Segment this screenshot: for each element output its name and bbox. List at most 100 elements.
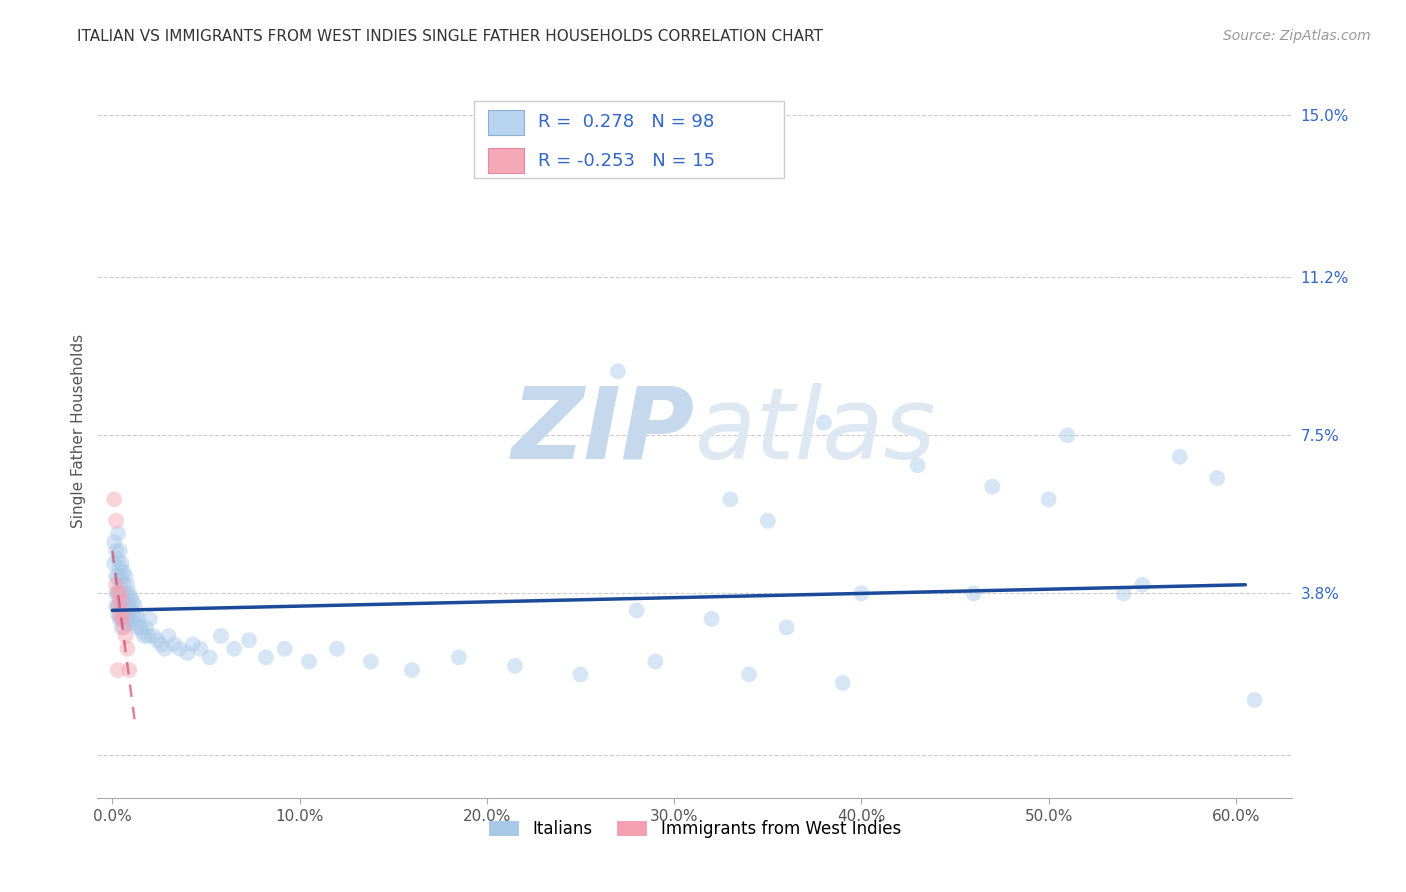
Text: ITALIAN VS IMMIGRANTS FROM WEST INDIES SINGLE FATHER HOUSEHOLDS CORRELATION CHAR: ITALIAN VS IMMIGRANTS FROM WEST INDIES S… <box>77 29 823 44</box>
Point <box>157 629 180 643</box>
Point <box>238 633 260 648</box>
Point <box>1130 578 1153 592</box>
Y-axis label: Single Father Households: Single Father Households <box>72 334 86 528</box>
Point <box>111 612 134 626</box>
Point <box>107 663 129 677</box>
Point <box>176 646 198 660</box>
Point <box>135 620 157 634</box>
Point <box>146 633 169 648</box>
Point <box>111 612 134 626</box>
Point <box>107 526 129 541</box>
Point <box>273 641 295 656</box>
Point <box>112 565 135 579</box>
Point <box>644 655 666 669</box>
Point <box>128 612 150 626</box>
Point <box>129 620 152 634</box>
Point <box>103 557 125 571</box>
Point <box>108 578 131 592</box>
Point <box>163 638 186 652</box>
Point <box>108 586 131 600</box>
Point <box>401 663 423 677</box>
Point <box>108 543 131 558</box>
Point <box>142 629 165 643</box>
Point <box>831 676 853 690</box>
Point <box>111 620 134 634</box>
Point <box>738 667 761 681</box>
Point <box>326 641 349 656</box>
Point <box>118 599 141 613</box>
Point <box>118 663 141 677</box>
Point <box>360 655 382 669</box>
Point <box>209 629 232 643</box>
FancyBboxPatch shape <box>474 101 785 178</box>
Point <box>120 591 142 605</box>
Point <box>107 586 129 600</box>
Point <box>120 603 142 617</box>
Point <box>981 479 1004 493</box>
Point <box>108 612 131 626</box>
Point <box>111 557 134 571</box>
Point <box>775 620 797 634</box>
Point <box>1038 492 1060 507</box>
Point <box>112 578 135 592</box>
Point <box>188 641 211 656</box>
FancyBboxPatch shape <box>488 110 524 135</box>
Point <box>111 569 134 583</box>
Point <box>111 595 134 609</box>
Point <box>134 629 156 643</box>
Point <box>117 603 139 617</box>
Point <box>103 535 125 549</box>
Text: R = -0.253   N = 15: R = -0.253 N = 15 <box>538 152 716 169</box>
Point <box>105 578 128 592</box>
Point <box>105 569 128 583</box>
Point <box>114 569 136 583</box>
Point <box>136 629 159 643</box>
Point <box>105 586 128 600</box>
Point <box>813 416 835 430</box>
Point <box>851 586 873 600</box>
Text: ZIP: ZIP <box>512 383 695 480</box>
Point <box>122 607 145 622</box>
Point <box>1056 428 1078 442</box>
Point <box>112 595 135 609</box>
Point <box>120 616 142 631</box>
Point <box>112 607 135 622</box>
Point <box>117 591 139 605</box>
Point <box>108 595 131 609</box>
Point <box>963 586 986 600</box>
Point <box>107 599 129 613</box>
Point <box>103 492 125 507</box>
Point <box>169 641 191 656</box>
Point <box>907 458 929 473</box>
Point <box>107 599 129 613</box>
Point <box>756 514 779 528</box>
Text: R =  0.278   N = 98: R = 0.278 N = 98 <box>538 113 714 131</box>
Point <box>107 586 129 600</box>
Point <box>139 612 162 626</box>
Text: Source: ZipAtlas.com: Source: ZipAtlas.com <box>1223 29 1371 43</box>
FancyBboxPatch shape <box>488 148 524 173</box>
Point <box>107 569 129 583</box>
Point <box>181 638 204 652</box>
Point <box>150 638 173 652</box>
Point <box>447 650 470 665</box>
Point <box>607 364 630 378</box>
Point <box>112 607 135 622</box>
Point <box>105 514 128 528</box>
Point <box>111 586 134 600</box>
Point <box>117 641 139 656</box>
Point <box>124 616 146 631</box>
Point <box>108 560 131 574</box>
Point <box>718 492 741 507</box>
Point <box>105 599 128 613</box>
Point <box>1112 586 1135 600</box>
Point <box>107 552 129 566</box>
Point <box>298 655 321 669</box>
Legend: Italians, Immigrants from West Indies: Italians, Immigrants from West Indies <box>482 814 907 845</box>
Point <box>198 650 221 665</box>
Text: atlas: atlas <box>695 383 936 480</box>
Point <box>1206 471 1229 485</box>
Point <box>125 607 148 622</box>
Point <box>626 603 648 617</box>
Point <box>114 599 136 613</box>
